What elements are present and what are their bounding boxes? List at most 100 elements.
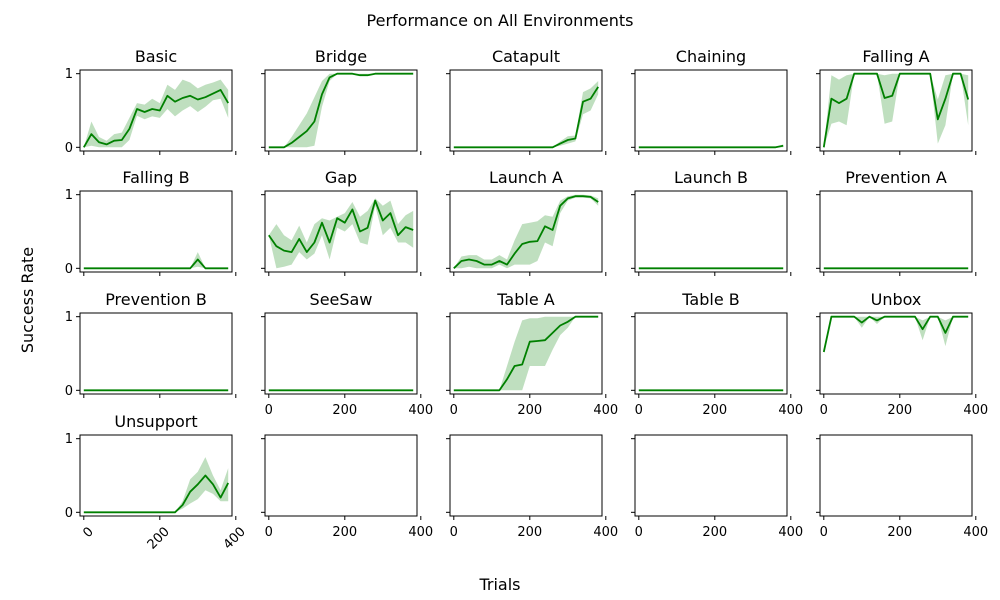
- subplot: Unsupport 0 1 0 200 400: [65, 412, 249, 553]
- x-tick-label: 200: [702, 403, 727, 418]
- axes-frame: [449, 434, 603, 517]
- subplot: 0 200 400: [631, 434, 803, 540]
- subplot: Launch B: [631, 168, 792, 276]
- x-tick-label: 400: [963, 403, 988, 418]
- axes-frame: [79, 434, 233, 517]
- subplot: Basic 0 1: [65, 47, 237, 156]
- confidence-band: [268, 73, 414, 148]
- y-tick-label: 1: [65, 188, 73, 203]
- axes-frame: [449, 190, 603, 273]
- x-tick-label: 400: [778, 403, 803, 418]
- subplot-title: Prevention A: [845, 168, 947, 187]
- y-tick-label: 0: [65, 506, 73, 521]
- y-tick-label: 1: [65, 67, 73, 82]
- subplot-title: Gap: [325, 168, 357, 187]
- axes-frame: [819, 312, 973, 395]
- x-tick-label: 400: [778, 525, 803, 540]
- subplot: Table A 0 200 400: [446, 290, 618, 418]
- axes-frame: [634, 434, 788, 517]
- x-tick-label: 0: [450, 525, 458, 540]
- x-tick-label: 400: [963, 525, 988, 540]
- subplot: Catapult: [446, 47, 607, 155]
- confidence-band: [83, 79, 229, 148]
- subplot-title: Table A: [496, 290, 554, 309]
- x-tick-label: 200: [517, 403, 542, 418]
- x-tick-label: 200: [887, 403, 912, 418]
- axes-frame: [634, 69, 788, 152]
- subplot: Prevention A: [816, 168, 977, 276]
- mean-line: [268, 199, 414, 254]
- subplot: 0 200 400: [816, 434, 988, 540]
- axes-frame: [79, 190, 233, 273]
- y-tick-label: 0: [65, 262, 73, 277]
- y-tick-label: 0: [65, 384, 73, 399]
- subplot: Falling B 0 1: [65, 168, 237, 277]
- subplot-title: Bridge: [315, 47, 367, 66]
- x-tick-label: 0: [820, 525, 828, 540]
- confidence-band: [83, 252, 229, 269]
- panel-grid: Basic 0 1 Bridge Catapult Chaining Falling A Fa…: [65, 47, 988, 553]
- subplot: Falling A: [816, 47, 977, 155]
- x-tick-label: 0: [820, 403, 828, 418]
- x-tick-label: 400: [408, 403, 433, 418]
- x-tick-label: 0: [450, 403, 458, 418]
- subplot-title: Launch A: [489, 168, 563, 187]
- subplot: Unbox 0 200 400: [816, 290, 988, 418]
- x-tick-label: 200: [517, 525, 542, 540]
- subplot-title: Prevention B: [105, 290, 207, 309]
- subplot-title: Launch B: [674, 168, 748, 187]
- axes-frame: [79, 69, 233, 152]
- axes-frame: [449, 69, 603, 152]
- axes-frame: [819, 190, 973, 273]
- x-tick-label: 200: [332, 525, 357, 540]
- subplot: Chaining: [631, 47, 792, 155]
- subplot: Table B 0 200 400: [631, 290, 803, 418]
- subplot-title: Falling A: [862, 47, 929, 66]
- x-tick-label: 400: [593, 403, 618, 418]
- axes-frame: [264, 434, 418, 517]
- confidence-band: [83, 457, 229, 513]
- subplot-title: Unbox: [871, 290, 922, 309]
- subplot-title: Falling B: [122, 168, 189, 187]
- subplot: Bridge: [261, 47, 422, 155]
- axes-frame: [264, 312, 418, 395]
- x-axis-label: Trials: [478, 575, 520, 594]
- x-tick-label: 0: [635, 403, 643, 418]
- mean-line: [638, 144, 784, 149]
- x-tick-label: 200: [145, 524, 173, 552]
- x-tick-label: 0: [265, 403, 273, 418]
- x-tick-label: 0: [635, 525, 643, 540]
- x-tick-label: 200: [702, 525, 727, 540]
- confidence-band: [823, 316, 969, 352]
- subplot: SeeSaw 0 200 400: [261, 290, 433, 418]
- figure-title: Performance on All Environments: [367, 11, 634, 30]
- confidence-band: [268, 198, 414, 269]
- mean-line: [83, 474, 229, 514]
- x-tick-label: 200: [887, 525, 912, 540]
- axes-frame: [819, 434, 973, 517]
- y-tick-label: 1: [65, 310, 73, 325]
- axes-frame: [819, 69, 973, 152]
- axes-frame: [634, 312, 788, 395]
- subplot: 0 200 400: [261, 434, 433, 540]
- axes-frame: [264, 69, 418, 152]
- mean-line: [453, 86, 599, 149]
- subplot: Gap: [261, 168, 422, 276]
- axes-frame: [449, 312, 603, 395]
- mean-line: [268, 72, 414, 149]
- confidence-band: [823, 73, 969, 148]
- x-tick-label: 200: [332, 403, 357, 418]
- subplot-title: Chaining: [676, 47, 746, 66]
- y-tick-label: 0: [65, 141, 73, 156]
- mean-line: [453, 315, 599, 392]
- mean-line: [83, 89, 229, 148]
- subplot-title: Basic: [135, 47, 177, 66]
- subplot-title: SeeSaw: [310, 290, 373, 309]
- mean-line: [83, 258, 229, 270]
- subplot-title: Table B: [681, 290, 739, 309]
- axes-frame: [634, 190, 788, 273]
- subplot-title: Catapult: [492, 47, 560, 66]
- mean-line: [822, 315, 969, 353]
- x-tick-label: 0: [80, 524, 96, 540]
